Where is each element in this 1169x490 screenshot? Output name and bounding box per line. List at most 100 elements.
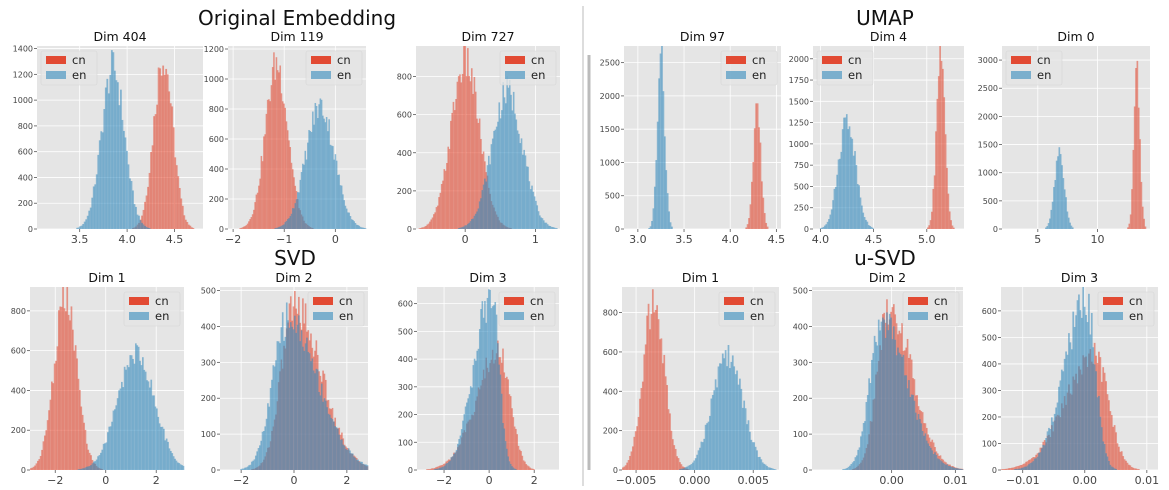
y-tick-label: 0 [28, 225, 33, 234]
x-tick-label: 0 [462, 233, 469, 246]
histogram-bar [869, 383, 872, 470]
y-tick-label: 3000 [978, 56, 998, 65]
legend-swatch-cn [1103, 297, 1123, 305]
histogram-bar [349, 216, 352, 229]
histogram-bar [281, 101, 284, 229]
histogram-series-en [1045, 147, 1074, 229]
histogram-bar [860, 436, 862, 470]
histogram-bar [35, 463, 38, 470]
histogram-bar [257, 448, 260, 470]
histogram-bar [109, 426, 112, 470]
histogram-bar [553, 227, 556, 229]
histogram-bar [463, 414, 466, 470]
histogram-bar [329, 144, 332, 229]
histogram-bar [882, 317, 884, 470]
histogram-bar [478, 329, 481, 470]
histogram-bar [254, 455, 257, 470]
panel-title: Dim 1 [88, 270, 125, 285]
histogram-bar [320, 99, 323, 229]
histogram-bar [464, 225, 467, 229]
histogram-bar [484, 178, 486, 229]
histogram-bar [315, 106, 318, 229]
histogram-bar [66, 287, 69, 470]
histogram-bar [77, 378, 80, 470]
histogram-bar [743, 400, 746, 470]
histogram-bar [455, 449, 458, 470]
histogram-bar [337, 174, 339, 229]
histogram-bar [355, 224, 358, 229]
histogram-bar [945, 464, 947, 470]
histogram-bar [437, 468, 440, 470]
histogram-bar [81, 414, 84, 470]
histogram-bar [165, 438, 168, 470]
histogram-bar [467, 48, 469, 229]
histogram-bar [734, 374, 737, 470]
histogram-bar [422, 227, 425, 229]
histogram-bar [751, 181, 753, 229]
histogram-bar [516, 434, 518, 470]
histogram-bar [298, 315, 300, 470]
histogram-bar [954, 467, 957, 470]
y-tick-label: 600 [398, 300, 413, 309]
histogram-bar [766, 226, 769, 229]
histogram-bar [507, 379, 509, 470]
histogram-bar [691, 462, 694, 470]
histogram-bar [659, 53, 662, 230]
histogram-bar [1005, 468, 1008, 470]
histogram-bar [706, 423, 708, 470]
histogram-bar [490, 308, 493, 470]
histogram-bar [855, 455, 858, 470]
histogram-bar [928, 225, 930, 229]
histogram-bar [467, 398, 469, 470]
x-tick-label: 3.5 [675, 233, 693, 246]
histogram-bar [239, 228, 241, 229]
histogram-bar [245, 225, 248, 229]
histogram-bar [895, 355, 898, 470]
histogram-bar [281, 225, 284, 229]
histogram-bar [1103, 443, 1106, 470]
histogram-bar [468, 222, 470, 229]
histogram-bar [1119, 451, 1122, 470]
histogram-bar [105, 442, 108, 470]
histogram-bar [668, 211, 670, 229]
histogram-bar [1106, 394, 1109, 470]
histogram-bar [168, 91, 171, 230]
histogram-bar [458, 439, 460, 470]
histogram-bar [156, 408, 158, 470]
legend-label-cn: cn [155, 294, 169, 308]
histogram-bar [910, 394, 913, 470]
histogram-bar [118, 390, 120, 470]
histogram-bar [264, 134, 266, 229]
histogram-bar [1113, 425, 1116, 470]
histogram-bar [352, 219, 354, 229]
histogram-bar [499, 374, 502, 470]
histogram-bar [315, 368, 318, 470]
histogram-bar [80, 225, 83, 229]
histogram-bar [457, 228, 460, 229]
histogram-bar [339, 185, 342, 229]
histogram-bar [426, 469, 428, 470]
histogram-bar [762, 197, 765, 229]
histogram-bar [650, 314, 653, 470]
histogram-bar [354, 457, 357, 470]
histogram-bar [766, 465, 768, 470]
histogram-bar [686, 466, 688, 470]
histogram-bar [1053, 413, 1056, 470]
histogram-bar [919, 419, 921, 470]
histogram-bar [652, 208, 655, 229]
histogram-bar [636, 426, 638, 470]
histogram-bar [884, 337, 887, 470]
legend-swatch-cn [311, 56, 331, 64]
histogram-bar [943, 97, 946, 229]
histogram-bar [704, 424, 707, 470]
histogram-bar [358, 461, 361, 470]
histogram-bar [1132, 149, 1135, 229]
histogram-bar [749, 431, 751, 470]
histogram-bar [250, 461, 253, 470]
x-tick-label: 0.00 [1073, 474, 1098, 487]
histogram-bar [1100, 381, 1103, 470]
legend-swatch-cn [908, 297, 928, 305]
histogram-bar [892, 326, 895, 470]
histogram-bar [932, 453, 935, 470]
